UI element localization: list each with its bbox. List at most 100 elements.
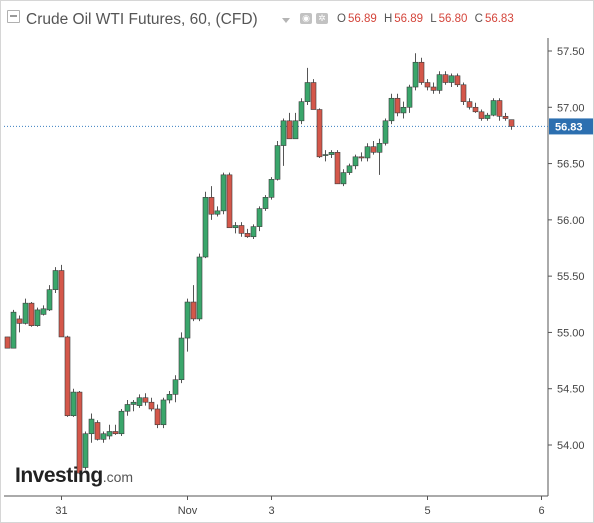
candle-body xyxy=(436,74,443,91)
candle-body xyxy=(340,172,347,185)
candle-body xyxy=(412,61,419,88)
candle-body xyxy=(388,97,395,122)
candle-body xyxy=(298,101,305,122)
candle-body xyxy=(346,165,353,173)
candle-body xyxy=(64,336,71,417)
candle-body xyxy=(358,156,365,159)
x-tick-label: 3 xyxy=(268,505,274,517)
candle-body xyxy=(430,86,437,91)
settings-icon[interactable]: ◉ xyxy=(300,13,312,24)
candle-body xyxy=(472,106,479,113)
x-tick-label: 5 xyxy=(424,505,430,517)
x-tick-label: 6 xyxy=(538,505,544,517)
candle-body xyxy=(364,146,371,159)
candle-body xyxy=(88,418,95,435)
candle-body xyxy=(106,431,113,437)
last-price-badge xyxy=(549,118,593,135)
candle-body xyxy=(28,302,35,326)
candle-body xyxy=(490,100,497,116)
y-tick-label: 57.00 xyxy=(557,102,585,114)
candle-body xyxy=(256,208,263,227)
candle-body xyxy=(214,210,221,215)
candle-body xyxy=(202,197,209,258)
candle-body xyxy=(310,82,317,110)
candle-body xyxy=(370,146,377,153)
candle-body xyxy=(142,397,149,403)
close-value: 56.83 xyxy=(484,13,514,25)
last-price-label: 56.83 xyxy=(555,121,583,133)
candle-body xyxy=(34,309,41,326)
x-tick-label: Nov xyxy=(178,505,198,517)
candle-body xyxy=(232,225,239,229)
candle-body xyxy=(136,397,143,406)
candle-body xyxy=(130,401,137,405)
candle-body xyxy=(352,156,359,167)
low-value: 56.80 xyxy=(438,13,468,25)
candle-body xyxy=(70,391,77,417)
candle-body xyxy=(100,433,107,440)
candle-body xyxy=(208,197,215,215)
candle-body xyxy=(16,318,23,324)
y-tick-label: 57.50 xyxy=(557,46,585,58)
candle-body xyxy=(466,101,473,108)
gear-icon[interactable]: ✲ xyxy=(316,13,328,24)
open-key: O xyxy=(337,13,346,25)
candle-body xyxy=(196,256,203,320)
candle-body xyxy=(286,120,293,140)
candle-body xyxy=(154,408,161,426)
chart-header: Crude Oil WTI Futures, 60, (CFD) ◉ ✲ O 56… xyxy=(0,0,594,40)
close-key: C xyxy=(474,13,483,25)
candle-body xyxy=(58,270,65,338)
candle-body xyxy=(484,114,491,119)
candle-body xyxy=(220,174,227,212)
candle-body xyxy=(424,82,431,88)
candle-body xyxy=(184,301,191,339)
candle-body xyxy=(226,174,233,229)
candle-body xyxy=(442,74,449,83)
chevron-down-icon[interactable] xyxy=(282,18,290,23)
low-key: L xyxy=(430,13,437,25)
candle-body xyxy=(448,75,455,83)
candle-body xyxy=(172,379,179,395)
candle-body xyxy=(4,336,11,349)
candle-body xyxy=(280,120,287,146)
candle-body xyxy=(148,401,155,410)
candle-body xyxy=(112,431,119,435)
candle-body xyxy=(508,119,515,127)
candle-body xyxy=(268,179,275,198)
candle-body xyxy=(52,270,59,290)
y-tick-label: 56.50 xyxy=(557,159,585,171)
y-tick-label: 55.00 xyxy=(557,327,585,339)
candle-body xyxy=(382,120,389,144)
y-tick-label: 54.50 xyxy=(557,384,585,396)
candle-body xyxy=(274,145,281,180)
candle-body xyxy=(400,106,407,114)
y-tick-label: 54.00 xyxy=(557,440,585,452)
candle-body xyxy=(328,152,335,155)
candle-body xyxy=(322,154,329,156)
candle-body xyxy=(124,404,131,412)
candle-body xyxy=(82,433,89,468)
candle-body xyxy=(166,394,173,401)
candle-body xyxy=(94,422,101,440)
x-tick-label: 31 xyxy=(55,505,67,517)
candle-body xyxy=(40,308,47,315)
candle-body xyxy=(46,289,53,311)
candle-body xyxy=(160,399,167,426)
candle-body xyxy=(22,302,29,324)
candle-body xyxy=(496,100,503,117)
candle-body xyxy=(244,233,251,238)
logo-word: Investing xyxy=(15,464,103,487)
candle-body xyxy=(262,197,269,209)
high-value: 56.89 xyxy=(394,13,424,25)
candle-body xyxy=(190,301,197,320)
collapse-icon[interactable] xyxy=(7,10,20,23)
candle-body xyxy=(502,115,509,119)
y-tick-label: 56.00 xyxy=(557,215,585,227)
candle-body xyxy=(118,410,125,435)
candle-body xyxy=(376,143,383,153)
candle-body xyxy=(292,120,299,140)
candle-body xyxy=(178,337,185,381)
logo-suffix: .com xyxy=(102,469,134,485)
